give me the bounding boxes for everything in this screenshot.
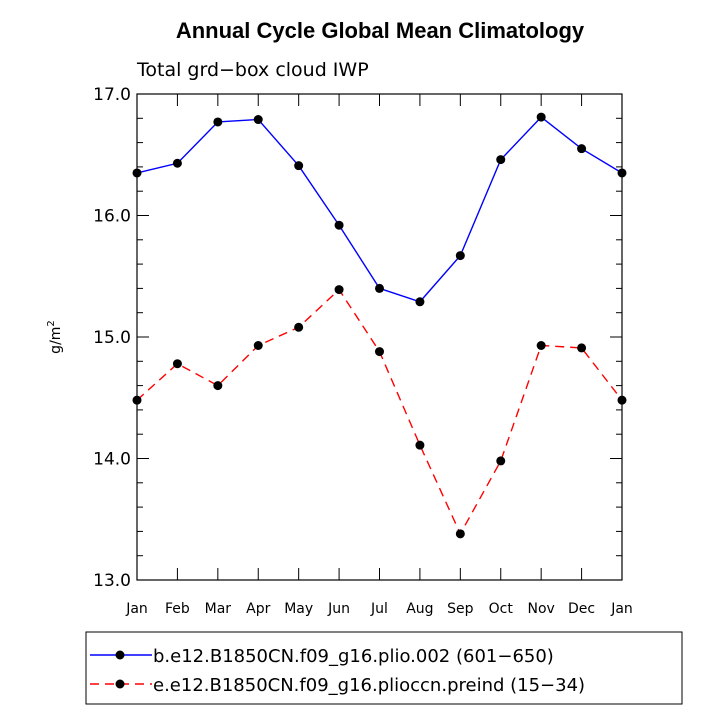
data-point-series-2 bbox=[415, 440, 425, 450]
data-point-series-1 bbox=[132, 168, 142, 178]
legend-marker-series-2 bbox=[115, 679, 125, 689]
data-point-series-1 bbox=[415, 297, 425, 307]
series-line-2 bbox=[136, 288, 623, 536]
axis-ticks bbox=[136, 93, 623, 581]
y-tick-label: 15.0 bbox=[93, 328, 131, 348]
svg-text:g/m2: g/m2 bbox=[46, 320, 64, 354]
data-point-series-2 bbox=[577, 343, 587, 353]
plot-frame bbox=[136, 93, 623, 581]
data-point-series-1 bbox=[213, 117, 223, 127]
y-axis-label-text: g/m bbox=[48, 327, 64, 354]
x-tick-label: Aug bbox=[406, 601, 433, 617]
data-point-series-1 bbox=[294, 161, 304, 171]
legend-label-series-1: b.e12.B1850CN.f09_g16.plio.002 (601−650) bbox=[153, 646, 554, 667]
chart-subtitle: Total grd−box cloud IWP bbox=[136, 59, 369, 81]
data-point-series-2 bbox=[334, 285, 344, 295]
data-point-series-1 bbox=[172, 158, 182, 168]
data-point-series-1 bbox=[496, 155, 506, 165]
legend-label-series-2: e.e12.B1850CN.f09_g16.plioccn.preind (15… bbox=[153, 675, 585, 696]
data-point-series-2 bbox=[253, 341, 263, 351]
y-tick-label: 16.0 bbox=[93, 207, 131, 227]
x-tick-label: May bbox=[284, 601, 313, 617]
data-point-series-2 bbox=[375, 347, 384, 357]
y-tick-labels: 13.0 14.0 15.0 16.0 17.0 bbox=[93, 85, 131, 591]
y-tick-label: 14.0 bbox=[93, 450, 131, 470]
y-axis-label: g/m2 bbox=[46, 320, 64, 354]
x-tick-label: Jan bbox=[610, 601, 633, 617]
data-point-series-2 bbox=[132, 395, 142, 405]
legend: b.e12.B1850CN.f09_g16.plio.002 (601−650)… bbox=[85, 631, 683, 705]
legend-marker-series-1 bbox=[115, 650, 125, 660]
y-axis-label-exponent: 2 bbox=[46, 320, 57, 326]
series-markers bbox=[132, 112, 627, 539]
data-point-series-2 bbox=[617, 395, 627, 405]
data-point-series-1 bbox=[536, 112, 546, 122]
y-tick-label: 13.0 bbox=[93, 571, 131, 591]
series-lines bbox=[136, 116, 623, 536]
x-tick-labels: Jan Feb Mar Apr May Jun Jul Aug Sep Oct Nov Dec Jan bbox=[125, 601, 633, 617]
data-point-series-1 bbox=[334, 220, 344, 230]
data-point-series-1 bbox=[455, 251, 465, 261]
x-tick-label: Nov bbox=[528, 601, 555, 617]
data-point-series-2 bbox=[213, 381, 223, 391]
data-point-series-1 bbox=[375, 283, 384, 293]
x-tick-label: Mar bbox=[205, 601, 232, 617]
x-tick-label: Jun bbox=[327, 601, 350, 617]
x-tick-label: Apr bbox=[246, 601, 270, 617]
data-point-series-1 bbox=[617, 168, 627, 178]
x-tick-label: Oct bbox=[489, 601, 514, 617]
data-point-series-1 bbox=[253, 115, 263, 125]
data-point-series-2 bbox=[294, 322, 304, 332]
x-tick-label: Sep bbox=[447, 601, 474, 617]
data-point-series-1 bbox=[577, 144, 587, 154]
legend-box bbox=[85, 631, 683, 705]
x-tick-label: Dec bbox=[568, 601, 595, 617]
x-tick-label: Jan bbox=[125, 601, 148, 617]
data-point-series-2 bbox=[172, 359, 182, 369]
series-line-1 bbox=[136, 116, 623, 303]
y-tick-label: 17.0 bbox=[93, 85, 131, 105]
x-tick-label: Jul bbox=[370, 601, 388, 617]
data-point-series-2 bbox=[536, 341, 546, 351]
chart-title: Annual Cycle Global Mean Climatology bbox=[176, 18, 585, 43]
x-tick-label: Feb bbox=[165, 601, 190, 617]
data-point-series-2 bbox=[455, 529, 465, 539]
data-point-series-2 bbox=[496, 456, 506, 466]
